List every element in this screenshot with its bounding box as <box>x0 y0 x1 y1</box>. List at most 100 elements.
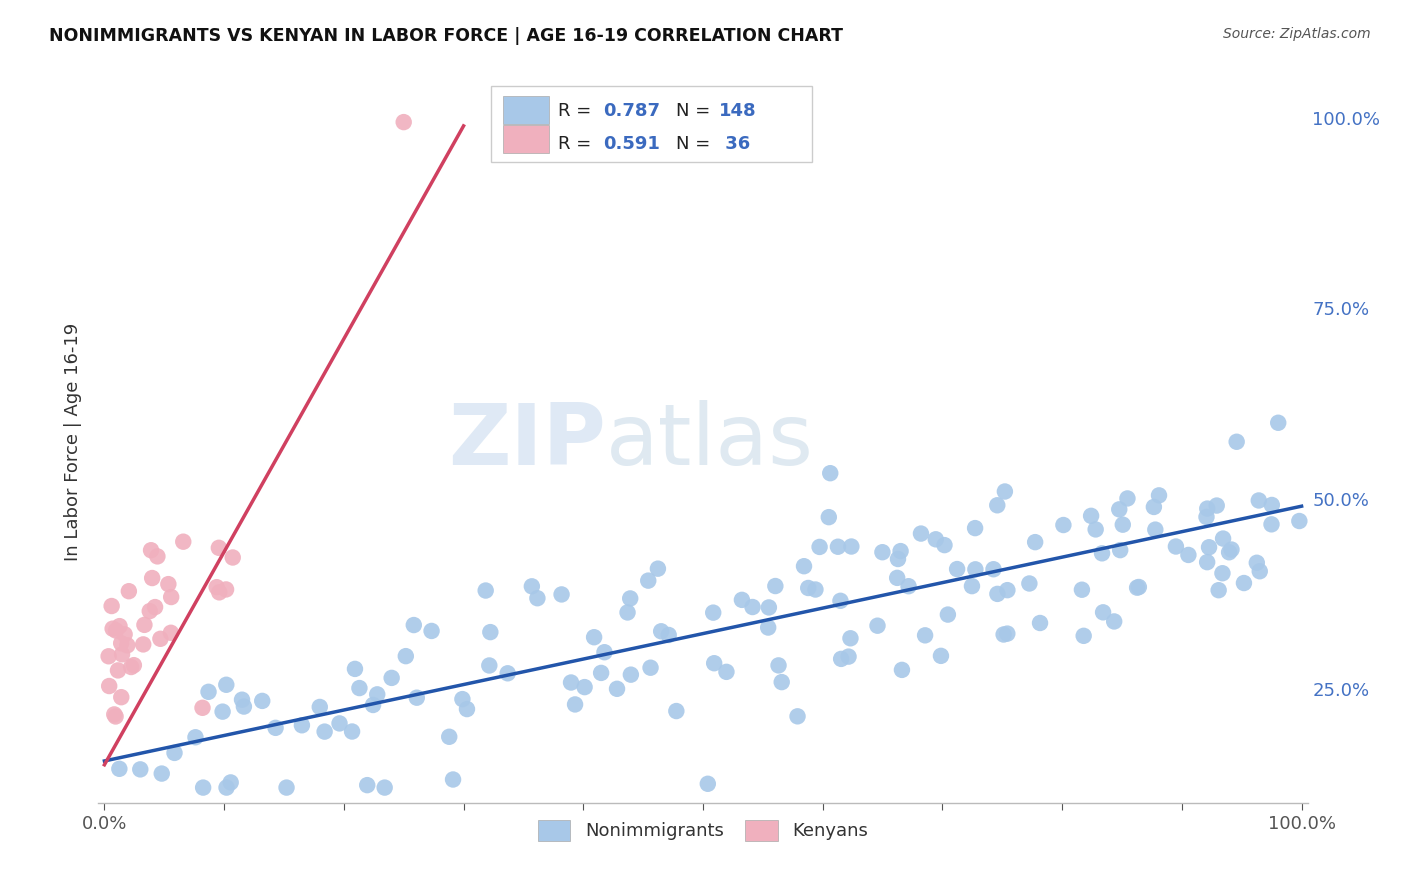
Point <box>474 583 496 598</box>
Point <box>496 666 519 681</box>
Text: N =: N = <box>676 102 717 120</box>
Point <box>1195 510 1218 524</box>
Point <box>114 627 136 641</box>
Point <box>1144 523 1167 537</box>
Point <box>640 661 662 675</box>
Point <box>993 627 1015 641</box>
Point <box>647 562 669 576</box>
Point <box>356 778 378 792</box>
Point <box>817 510 839 524</box>
Point <box>117 638 139 652</box>
Point <box>763 579 786 593</box>
Text: 0.787: 0.787 <box>603 102 659 120</box>
Point <box>120 660 142 674</box>
Point <box>340 724 363 739</box>
Point <box>808 540 831 554</box>
Point <box>827 540 849 554</box>
Point <box>986 498 1008 512</box>
Point <box>619 591 641 606</box>
Point <box>1108 502 1130 516</box>
Point <box>1249 564 1271 578</box>
Point <box>914 628 936 642</box>
Point <box>191 701 214 715</box>
Point <box>219 775 242 789</box>
Point <box>520 579 543 593</box>
Point <box>1164 540 1187 554</box>
Point <box>208 541 231 555</box>
Point <box>804 582 827 597</box>
Point <box>583 630 606 644</box>
Point <box>150 766 173 780</box>
Point <box>910 526 932 541</box>
Point <box>191 780 214 795</box>
Point <box>104 624 127 638</box>
Point <box>1071 582 1094 597</box>
Point <box>1211 566 1233 581</box>
Point <box>97 649 120 664</box>
Point <box>374 780 396 795</box>
Point <box>349 681 371 695</box>
Point <box>122 658 145 673</box>
Point <box>110 636 132 650</box>
Point <box>1147 488 1170 502</box>
Point <box>1218 545 1240 559</box>
Point <box>703 657 725 671</box>
Point <box>650 624 672 639</box>
Point <box>146 549 169 564</box>
Point <box>786 709 808 723</box>
Point <box>606 681 628 696</box>
Point <box>1226 434 1249 449</box>
Legend: Nonimmigrants, Kenyans: Nonimmigrants, Kenyans <box>530 813 876 848</box>
Point <box>478 658 501 673</box>
Point <box>232 699 254 714</box>
Point <box>361 698 384 712</box>
Point <box>1029 615 1052 630</box>
Point <box>965 562 987 576</box>
Point <box>1177 548 1199 562</box>
Point <box>402 618 425 632</box>
Point <box>1246 556 1268 570</box>
Point <box>550 587 572 601</box>
Point <box>139 604 162 618</box>
Point <box>1198 541 1220 555</box>
Point <box>830 594 852 608</box>
Point <box>1197 501 1219 516</box>
Point <box>890 663 912 677</box>
Point <box>141 571 163 585</box>
Point <box>264 721 287 735</box>
Point <box>929 648 952 663</box>
Text: Source: ZipAtlas.com: Source: ZipAtlas.com <box>1223 27 1371 41</box>
Point <box>222 550 245 565</box>
Point <box>157 577 180 591</box>
Point <box>211 705 233 719</box>
Point <box>215 582 238 597</box>
Point <box>100 599 122 613</box>
Point <box>526 591 548 606</box>
Point <box>925 533 948 547</box>
Point <box>1261 498 1284 512</box>
Text: 148: 148 <box>718 102 756 120</box>
Point <box>456 702 478 716</box>
Point <box>1288 514 1310 528</box>
Point <box>101 622 124 636</box>
Point <box>741 600 763 615</box>
Point <box>1208 583 1230 598</box>
Point <box>560 675 582 690</box>
Point <box>702 606 724 620</box>
Point <box>1126 581 1149 595</box>
Point <box>965 521 987 535</box>
Point <box>758 600 780 615</box>
Point <box>995 626 1018 640</box>
Point <box>231 692 253 706</box>
Point <box>328 716 350 731</box>
Point <box>637 574 659 588</box>
Point <box>479 625 502 640</box>
Point <box>1052 518 1074 533</box>
Point <box>1091 546 1114 560</box>
Point <box>104 709 127 723</box>
Point <box>1233 576 1256 591</box>
Point <box>839 632 862 646</box>
Point <box>1102 615 1125 629</box>
Point <box>887 552 910 566</box>
Point <box>163 746 186 760</box>
